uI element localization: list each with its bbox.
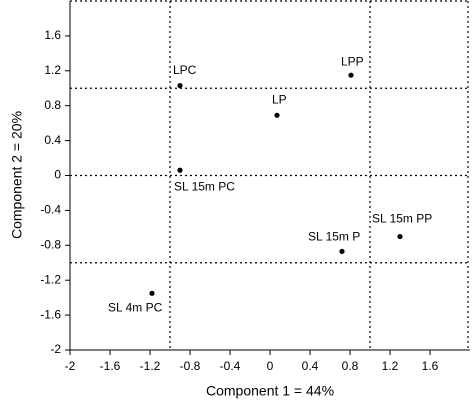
- x-tick-label: -2: [65, 359, 76, 373]
- y-tick-label: -1.6: [40, 307, 61, 321]
- point: [397, 233, 403, 240]
- point-label: SL 15m PC: [174, 179, 235, 193]
- y-tick-label: 0.8: [44, 98, 61, 112]
- y-tick-label: 0: [54, 168, 61, 182]
- point-label: LPP: [341, 54, 364, 68]
- x-tick-label: -0.4: [220, 359, 241, 373]
- x-tick-label: 0: [267, 359, 274, 373]
- point: [177, 83, 183, 89]
- x-tick-label: -0.8: [180, 359, 201, 373]
- x-tick-label: -1.2: [140, 359, 161, 373]
- y-tick-label: -1.2: [40, 272, 61, 286]
- x-axis-title: Component 1 = 44%: [206, 383, 334, 399]
- point: [348, 72, 354, 78]
- point-label: SL 15m PP: [372, 212, 432, 226]
- point-label: SL 4m PC: [108, 300, 163, 314]
- y-tick-label: -0.4: [40, 203, 61, 217]
- point: [177, 167, 183, 173]
- y-tick-label: 1.6: [44, 28, 61, 42]
- x-tick-label: 0.8: [342, 359, 359, 373]
- y-tick-label: -2: [50, 342, 61, 356]
- y-tick-label: -0.8: [40, 237, 61, 251]
- x-tick-label: 0.4: [302, 359, 319, 373]
- point-label: SL 15m P: [308, 230, 360, 244]
- x-tick-label: 1.6: [422, 359, 439, 373]
- y-tick-label: 0.4: [44, 133, 61, 147]
- point-label: LPC: [173, 63, 197, 77]
- x-tick-label: -1.6: [100, 359, 121, 373]
- y-tick-label: 1.2: [44, 63, 61, 77]
- point-label: LP: [272, 92, 287, 106]
- y-axis-title: Component 2 = 20%: [9, 111, 25, 239]
- point: [274, 112, 280, 118]
- point: [339, 248, 345, 255]
- point: [149, 290, 155, 296]
- x-tick-label: 1.2: [382, 359, 399, 373]
